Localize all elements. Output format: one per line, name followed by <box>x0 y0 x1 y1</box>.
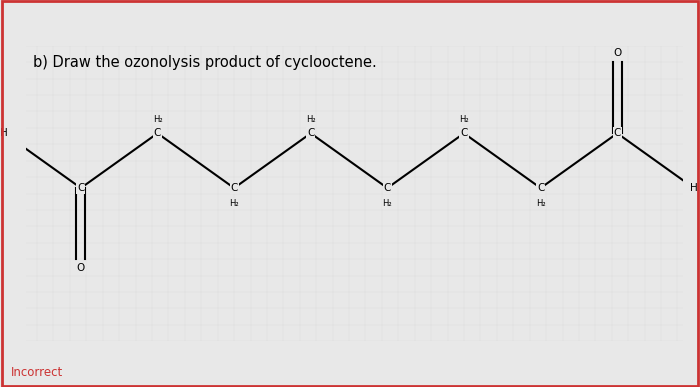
Text: Incorrect: Incorrect <box>10 366 63 379</box>
Text: C: C <box>230 183 238 193</box>
Text: b) Draw the ozonolysis product of cyclooctene.: b) Draw the ozonolysis product of cycloo… <box>33 55 377 70</box>
Text: H₂: H₂ <box>536 199 545 208</box>
Text: H: H <box>690 183 698 193</box>
Text: H₂: H₂ <box>459 115 469 123</box>
Text: H: H <box>1 128 8 138</box>
Text: C: C <box>307 128 314 138</box>
Text: O: O <box>613 48 622 58</box>
Text: C: C <box>537 183 545 193</box>
Text: H₂: H₂ <box>382 199 392 208</box>
Text: C: C <box>461 128 468 138</box>
Text: H₂: H₂ <box>153 115 162 123</box>
Text: C: C <box>154 128 161 138</box>
Text: C: C <box>384 183 391 193</box>
Text: C: C <box>613 128 621 138</box>
Text: H₂: H₂ <box>230 199 239 208</box>
Text: O: O <box>77 263 85 273</box>
Text: C: C <box>77 183 85 193</box>
Text: H₂: H₂ <box>306 115 316 123</box>
